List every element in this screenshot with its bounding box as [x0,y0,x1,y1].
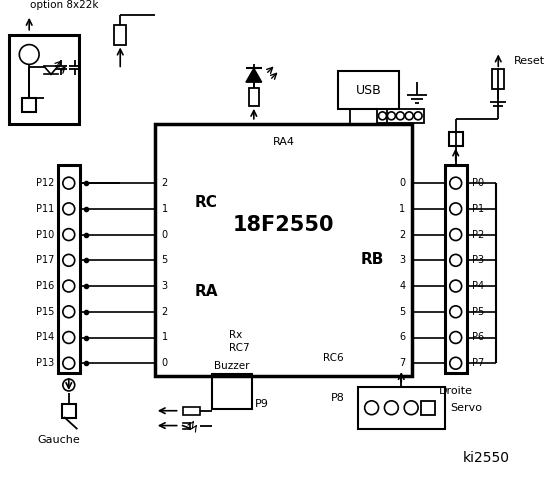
Circle shape [63,177,75,189]
Text: 3: 3 [399,255,405,265]
Text: 0: 0 [161,358,168,368]
Circle shape [63,280,75,292]
Text: P9: P9 [255,399,269,409]
Text: P4: P4 [472,281,484,291]
Circle shape [405,112,413,120]
Text: P13: P13 [36,358,54,368]
Text: P0: P0 [472,178,484,188]
Circle shape [63,357,75,369]
Circle shape [450,332,462,343]
Text: P3: P3 [472,255,484,265]
Bar [182,407,200,415]
Circle shape [397,112,404,120]
Text: Buzzer: Buzzer [215,361,250,371]
Circle shape [404,401,418,415]
Text: P10: P10 [36,229,54,240]
Text: P12: P12 [35,178,54,188]
Circle shape [63,203,75,215]
Circle shape [19,45,39,64]
Text: P17: P17 [35,255,54,265]
Bar [377,109,424,123]
Bar [445,165,467,373]
Text: 0: 0 [399,178,405,188]
Text: 6: 6 [399,333,405,343]
Text: 0: 0 [161,229,168,240]
Bar [449,132,463,145]
Circle shape [450,228,462,240]
Text: 7: 7 [399,358,405,368]
Text: 4: 4 [399,281,405,291]
Text: P5: P5 [472,307,484,317]
Text: RC: RC [195,195,218,210]
Text: P7: P7 [472,358,484,368]
Text: 5: 5 [399,307,405,317]
Text: 2: 2 [161,307,168,317]
Text: P1: P1 [472,204,484,214]
Circle shape [63,228,75,240]
Bar [9,35,79,124]
Bar [114,25,126,45]
Text: RA4: RA4 [273,137,295,146]
Bar [338,72,399,109]
Text: Gauche: Gauche [38,435,80,445]
Circle shape [63,254,75,266]
Bar [155,124,412,376]
Circle shape [63,379,75,391]
Circle shape [414,112,422,120]
Text: ki2550: ki2550 [463,451,510,465]
Bar [421,401,435,415]
Text: P11: P11 [36,204,54,214]
Bar [492,69,504,89]
Circle shape [450,203,462,215]
Text: USB: USB [356,84,382,96]
Text: RC7: RC7 [229,343,250,353]
Text: option 8x22k: option 8x22k [29,0,98,10]
Text: 5: 5 [161,255,168,265]
Text: Droite: Droite [439,386,473,396]
Circle shape [63,306,75,318]
Text: RC6: RC6 [323,353,344,363]
Bar [249,88,259,106]
Text: P2: P2 [472,229,484,240]
Text: Servo: Servo [451,403,483,413]
Circle shape [63,332,75,343]
Text: 1: 1 [399,204,405,214]
Circle shape [378,112,387,120]
Bar [358,387,445,429]
Text: P8: P8 [331,393,345,403]
Text: 1: 1 [161,204,168,214]
Circle shape [364,401,378,415]
Text: RA: RA [195,285,218,300]
Text: 3: 3 [161,281,168,291]
Text: 2: 2 [161,178,168,188]
Circle shape [450,280,462,292]
Text: 18F2550: 18F2550 [233,215,334,235]
Text: RB: RB [361,252,384,267]
Circle shape [450,254,462,266]
Bar [62,404,76,418]
Circle shape [450,357,462,369]
Text: P16: P16 [36,281,54,291]
Text: P6: P6 [472,333,484,343]
Text: Reset: Reset [514,57,545,66]
Circle shape [384,401,398,415]
Bar [22,98,36,112]
Text: P15: P15 [35,307,54,317]
Bar [212,374,252,409]
Text: P14: P14 [36,333,54,343]
Circle shape [450,177,462,189]
Bar [58,165,80,373]
Text: 2: 2 [399,229,405,240]
Text: Rx: Rx [229,330,242,339]
Circle shape [450,306,462,318]
Circle shape [388,112,395,120]
Polygon shape [246,68,262,82]
Text: 1: 1 [161,333,168,343]
